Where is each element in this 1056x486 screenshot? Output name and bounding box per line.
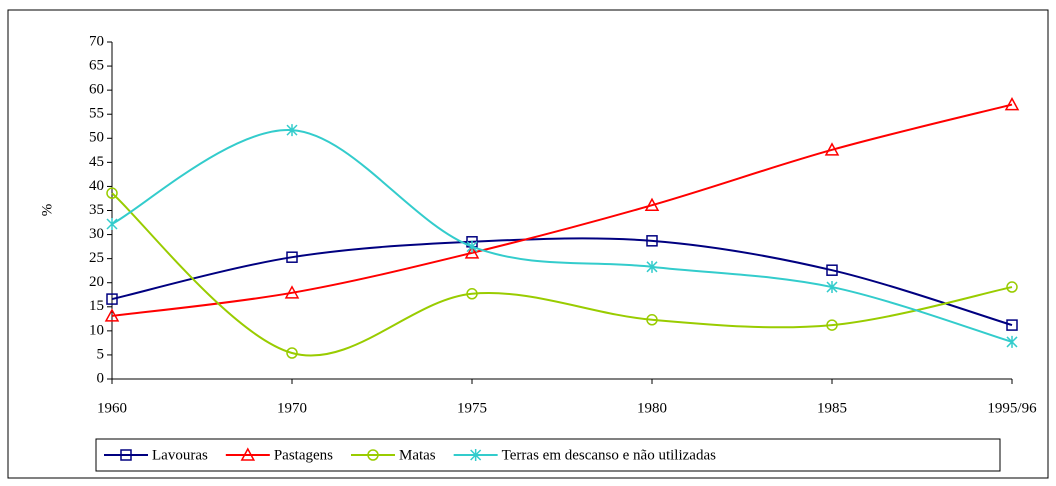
marker-shape xyxy=(106,293,118,305)
marker-shape xyxy=(106,217,118,230)
marker xyxy=(106,187,118,199)
y-tick-label: 0 xyxy=(97,370,105,386)
y-tick-label: 5 xyxy=(97,346,105,362)
marker-shape xyxy=(824,142,840,156)
marker xyxy=(646,314,658,326)
marker xyxy=(1004,97,1020,111)
series-line xyxy=(111,129,1013,343)
x-tick-label: 1995/96 xyxy=(987,400,1037,416)
marker-shape xyxy=(646,235,658,247)
marker-shape xyxy=(106,187,118,199)
marker-shape xyxy=(286,251,298,263)
y-tick-label: 35 xyxy=(89,202,104,218)
x-tick-label: 1975 xyxy=(457,400,487,416)
marker-shape xyxy=(1006,319,1018,331)
marker xyxy=(826,281,838,294)
x-tick-label: 1985 xyxy=(817,400,847,416)
marker-shape xyxy=(286,347,298,359)
marker xyxy=(644,197,660,211)
legend-label: Terras em descanso e não utilizadas xyxy=(502,447,716,463)
chart-border xyxy=(7,9,1049,479)
marker xyxy=(104,308,120,322)
marker-shape xyxy=(470,449,482,461)
marker xyxy=(240,447,256,461)
marker xyxy=(106,293,118,305)
marker xyxy=(367,449,379,461)
marker-shape xyxy=(286,124,298,137)
y-tick-label: 25 xyxy=(89,250,104,266)
y-tick-label: 70 xyxy=(89,33,104,49)
x-tick-label: 1980 xyxy=(637,400,667,416)
marker xyxy=(120,449,132,461)
x-tick-label: 1970 xyxy=(277,400,307,416)
marker xyxy=(646,235,658,247)
marker-shape xyxy=(826,281,838,294)
marker xyxy=(286,124,298,137)
marker-shape xyxy=(826,264,838,276)
marker xyxy=(106,217,118,230)
y-tick-label: 30 xyxy=(89,226,104,242)
marker-shape xyxy=(1006,335,1018,348)
marker xyxy=(826,319,838,331)
marker-shape xyxy=(104,308,120,322)
legend-box xyxy=(95,438,1001,472)
marker xyxy=(466,288,478,300)
marker-shape xyxy=(466,240,478,253)
y-tick-label: 40 xyxy=(89,178,104,194)
marker xyxy=(466,240,478,253)
marker xyxy=(1006,281,1018,293)
legend-label: Lavouras xyxy=(152,447,208,463)
marker-shape xyxy=(1006,281,1018,293)
series-line xyxy=(111,103,1013,317)
y-axis-label: % xyxy=(39,204,55,217)
marker xyxy=(286,251,298,263)
marker-shape xyxy=(240,447,256,461)
marker xyxy=(1006,319,1018,331)
marker-shape xyxy=(120,449,132,461)
y-tick-label: 65 xyxy=(89,58,104,74)
marker xyxy=(286,347,298,359)
marker xyxy=(824,142,840,156)
y-tick-label: 60 xyxy=(89,82,104,98)
marker xyxy=(464,245,480,259)
marker-shape xyxy=(284,285,300,299)
series-line xyxy=(111,237,1013,327)
marker-shape xyxy=(367,449,379,461)
y-tick-label: 20 xyxy=(89,274,104,290)
marker xyxy=(1006,335,1018,348)
marker-shape xyxy=(1004,97,1020,111)
y-tick-label: 15 xyxy=(89,298,104,314)
marker-shape xyxy=(466,288,478,300)
marker xyxy=(470,449,482,461)
y-tick-label: 50 xyxy=(89,130,104,146)
marker xyxy=(646,260,658,273)
y-tick-label: 55 xyxy=(89,106,104,122)
legend-label: Matas xyxy=(399,447,436,463)
legend-label: Pastagens xyxy=(274,447,333,463)
series-line xyxy=(111,192,1013,357)
marker xyxy=(826,264,838,276)
x-tick-label: 1960 xyxy=(97,400,127,416)
marker-shape xyxy=(464,245,480,259)
marker-shape xyxy=(644,197,660,211)
marker xyxy=(284,285,300,299)
marker-shape xyxy=(826,319,838,331)
y-tick-label: 10 xyxy=(89,322,104,338)
marker-shape xyxy=(646,314,658,326)
y-tick-label: 45 xyxy=(89,154,104,170)
marker-shape xyxy=(646,260,658,273)
